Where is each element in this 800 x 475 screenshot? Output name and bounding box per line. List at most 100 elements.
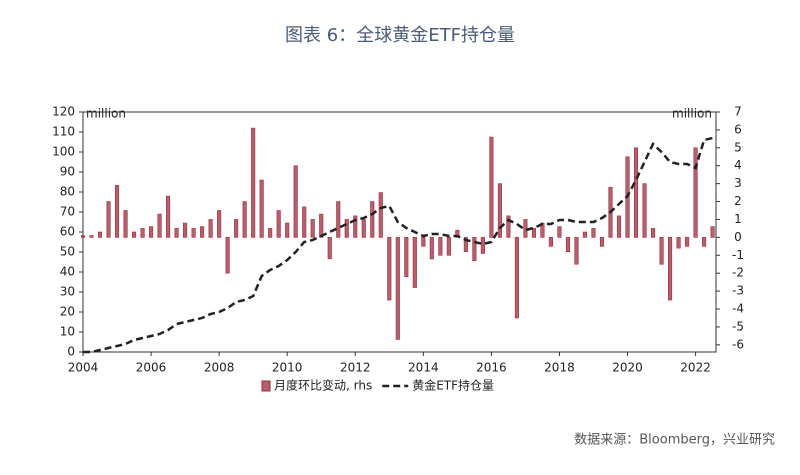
bar (463, 237, 468, 253)
y2-tick-label: 3 (734, 176, 742, 190)
bar (140, 228, 145, 238)
bar (395, 237, 400, 340)
y-tick-label: 110 (52, 125, 75, 139)
x-tick-label: 2012 (340, 361, 371, 375)
y-tick-label: 120 (52, 105, 75, 119)
bar (642, 183, 647, 238)
bar (693, 147, 698, 238)
bar (412, 237, 417, 288)
y2-tick-label: 0 (734, 230, 742, 244)
bar (208, 219, 213, 238)
legend-label: 月度环比变动, rhs (274, 378, 372, 393)
x-tick-label: 2018 (544, 361, 575, 375)
chart-title: 图表 6：全球黄金ETF持仓量 (285, 25, 515, 46)
bar (131, 231, 137, 238)
bar (234, 219, 239, 238)
bar (106, 201, 111, 238)
x-tick-label: 2008 (204, 361, 235, 375)
bar (361, 219, 366, 238)
y2-tick-label: 1 (734, 212, 742, 226)
bar (659, 237, 664, 265)
bar (514, 237, 519, 319)
bar (676, 237, 681, 249)
y-tick-label: 90 (60, 165, 75, 179)
bar (685, 237, 690, 247)
y-tick-label: 80 (60, 185, 75, 199)
y-tick-label: 60 (60, 225, 75, 239)
y-tick-label: 20 (60, 305, 75, 319)
bar (285, 222, 290, 238)
bar (497, 183, 502, 238)
y-tick-label: 30 (60, 285, 75, 299)
y2-tick-label: -4 (732, 302, 744, 316)
bar (242, 201, 247, 238)
bar (506, 215, 511, 238)
bar (293, 165, 298, 238)
y2-tick-label: 7 (734, 105, 742, 119)
bar (557, 226, 562, 238)
bar (259, 179, 264, 238)
y2-tick-label: 5 (734, 140, 742, 154)
x-tick-label: 2022 (680, 361, 711, 375)
bar (353, 215, 358, 238)
y-tick-label: 10 (60, 325, 75, 339)
bar (710, 226, 715, 238)
x-tick-label: 2014 (408, 361, 439, 375)
bar (268, 228, 273, 238)
y2-tick-label: -1 (732, 248, 744, 262)
y2-tick-label: 4 (734, 158, 742, 172)
bar (489, 136, 494, 238)
bar (174, 228, 179, 238)
bar (591, 228, 596, 238)
y2-tick-label: -6 (732, 337, 744, 351)
bar (97, 231, 103, 238)
bar (225, 237, 230, 274)
bar (183, 222, 188, 238)
bar (370, 201, 375, 238)
x-tick-label: 2020 (612, 361, 643, 375)
bar (89, 235, 94, 238)
bar (217, 210, 222, 238)
bar (429, 237, 434, 260)
bar (650, 228, 656, 238)
bar (302, 206, 307, 238)
bar (310, 219, 315, 238)
y-tick-label: 0 (67, 345, 75, 359)
legend-swatch (261, 380, 271, 392)
x-tick-label: 2006 (136, 361, 167, 375)
bar (114, 185, 120, 238)
y2-tick-label: -3 (732, 284, 744, 298)
bar (574, 237, 579, 265)
bar (421, 237, 426, 247)
bar (438, 237, 443, 256)
bar (336, 201, 341, 238)
bar (404, 237, 409, 278)
bar (668, 237, 673, 301)
bar (387, 237, 392, 301)
bar (378, 192, 383, 238)
bar (599, 237, 605, 247)
bar (319, 213, 324, 238)
bar (251, 127, 256, 238)
bar (480, 237, 485, 254)
bar (582, 231, 588, 238)
y2-tick-label: -5 (732, 319, 744, 333)
bar (472, 237, 477, 261)
bar (446, 237, 451, 256)
y-tick-label: 50 (60, 245, 75, 259)
bar (344, 219, 349, 238)
bar (702, 237, 707, 247)
y-tick-label: 40 (60, 265, 75, 279)
bar (200, 226, 205, 238)
bar (191, 228, 196, 238)
y2-axis-label: million (672, 107, 712, 121)
y2-tick-label: -2 (732, 266, 744, 280)
x-tick-label: 2016 (476, 361, 507, 375)
bar (80, 235, 86, 238)
y-axis-label: million (86, 107, 126, 121)
bar (123, 210, 128, 238)
x-tick-label: 2010 (272, 361, 303, 375)
bar (276, 210, 281, 238)
bar (531, 228, 536, 238)
